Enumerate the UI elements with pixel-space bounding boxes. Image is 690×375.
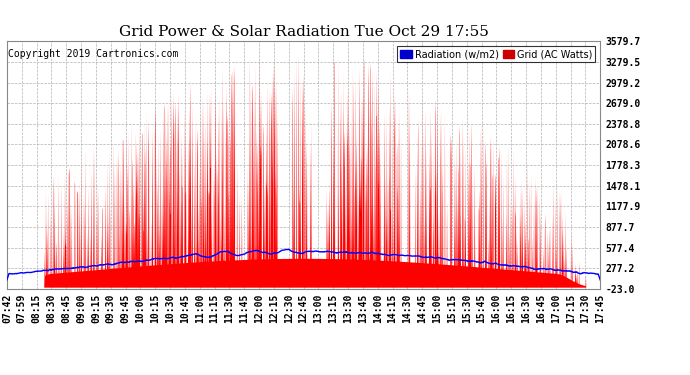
Legend: Radiation (w/m2), Grid (AC Watts): Radiation (w/m2), Grid (AC Watts) (397, 46, 595, 62)
Title: Grid Power & Solar Radiation Tue Oct 29 17:55: Grid Power & Solar Radiation Tue Oct 29 … (119, 25, 489, 39)
Text: Copyright 2019 Cartronics.com: Copyright 2019 Cartronics.com (8, 49, 179, 58)
